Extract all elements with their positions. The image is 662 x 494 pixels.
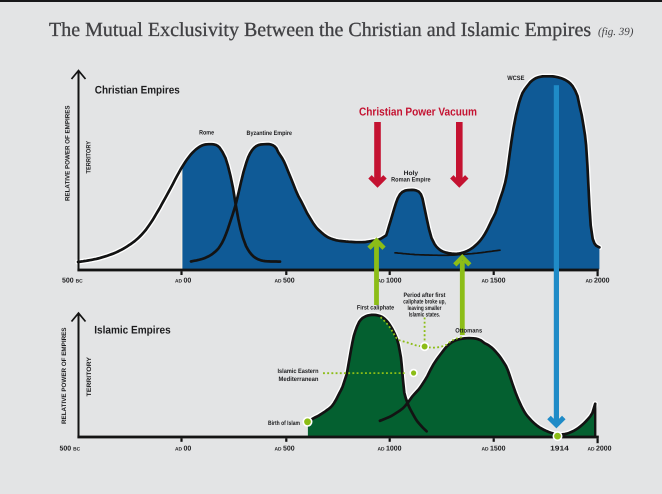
svg-text:1914: 1914 bbox=[550, 445, 569, 452]
svg-text:caliphate broke up,: caliphate broke up, bbox=[403, 299, 446, 306]
svg-text:AD 2000: AD 2000 bbox=[588, 445, 612, 452]
svg-text:AD 1500: AD 1500 bbox=[482, 445, 506, 452]
svg-text:WCSE: WCSE bbox=[507, 75, 524, 82]
svg-text:AD 00: AD 00 bbox=[175, 278, 191, 285]
svg-text:AD 00: AD 00 bbox=[175, 445, 191, 452]
svg-text:RELATIVE POWER OF EMPIRES: RELATIVE POWER OF EMPIRES bbox=[61, 327, 68, 424]
svg-text:First caliphate: First caliphate bbox=[357, 304, 395, 311]
svg-text:TERRITORY: TERRITORY bbox=[86, 356, 93, 396]
svg-text:The Mutual Exclusivity Between: The Mutual Exclusivity Between the Chris… bbox=[49, 19, 591, 41]
svg-text:AD 1000: AD 1000 bbox=[378, 445, 402, 452]
svg-text:500 BC: 500 BC bbox=[62, 278, 83, 285]
svg-text:AD 1000: AD 1000 bbox=[378, 278, 402, 285]
svg-text:AD 500: AD 500 bbox=[275, 445, 295, 452]
svg-text:AD 2000: AD 2000 bbox=[586, 278, 610, 285]
svg-text:Byzantine Empire: Byzantine Empire bbox=[247, 130, 293, 137]
svg-text:AD 500: AD 500 bbox=[275, 278, 295, 285]
svg-text:Islamic Eastern: Islamic Eastern bbox=[278, 368, 319, 375]
svg-text:Mediterranean: Mediterranean bbox=[279, 376, 319, 383]
svg-text:500 BC: 500 BC bbox=[60, 445, 81, 452]
svg-text:(fig. 39): (fig. 39) bbox=[598, 26, 634, 38]
svg-text:Period after first: Period after first bbox=[404, 292, 447, 299]
svg-text:leaving smaller: leaving smaller bbox=[408, 305, 442, 312]
svg-text:Ottomans: Ottomans bbox=[455, 328, 482, 335]
svg-text:Christian Empires: Christian Empires bbox=[95, 85, 180, 97]
svg-text:Holy: Holy bbox=[404, 170, 419, 177]
svg-text:RELATIVE POWER OF EMPIRES: RELATIVE POWER OF EMPIRES bbox=[65, 105, 72, 201]
svg-text:AD 1500: AD 1500 bbox=[482, 278, 506, 285]
svg-text:Roman Empire: Roman Empire bbox=[391, 177, 431, 184]
svg-text:Islamic Empires: Islamic Empires bbox=[94, 325, 171, 337]
svg-text:Rome: Rome bbox=[199, 130, 214, 137]
svg-text:Christian Power Vacuum: Christian Power Vacuum bbox=[359, 107, 477, 119]
svg-text:TERRITORY: TERRITORY bbox=[86, 140, 93, 173]
svg-text:Birth of Islam: Birth of Islam bbox=[268, 420, 300, 427]
svg-text:Islamic states.: Islamic states. bbox=[409, 311, 441, 318]
